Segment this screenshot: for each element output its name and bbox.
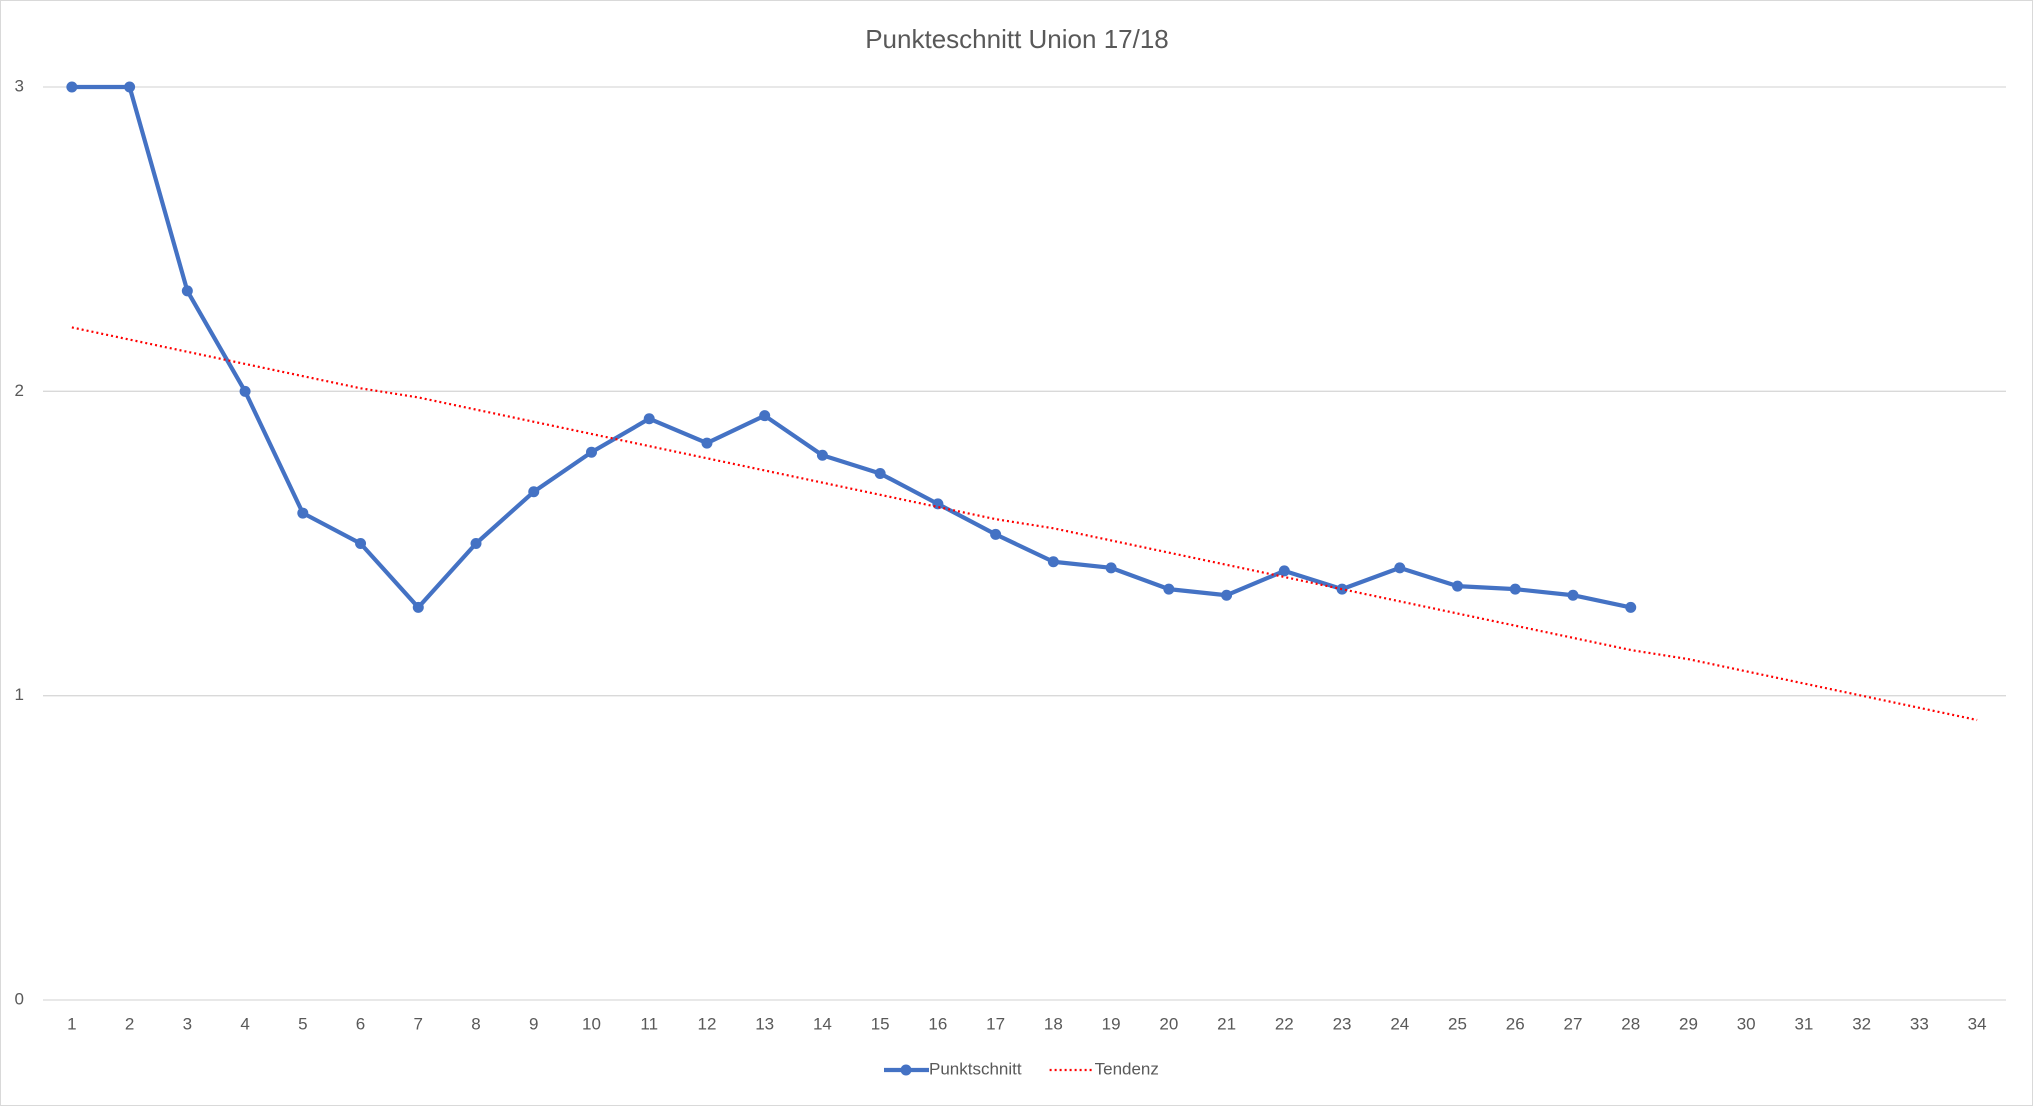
data-point	[816, 449, 828, 461]
x-tick-label: 27	[1564, 1014, 1583, 1033]
x-tick-label: 21	[1217, 1014, 1236, 1033]
x-tick-label: 29	[1679, 1014, 1698, 1033]
x-tick-label: 17	[986, 1014, 1005, 1033]
data-point	[1567, 589, 1579, 601]
x-tick-label: 9	[529, 1014, 538, 1033]
data-point	[990, 528, 1002, 540]
x-tick-label: 6	[356, 1014, 365, 1033]
data-point	[1278, 565, 1290, 577]
x-tick-label: 18	[1044, 1014, 1063, 1033]
data-point	[701, 437, 713, 449]
legend-label: Punktschnitt	[929, 1059, 1022, 1078]
data-point	[585, 446, 597, 458]
trend-line	[71, 326, 1978, 722]
x-tick-label: 13	[755, 1014, 774, 1033]
x-tick-label: 28	[1621, 1014, 1640, 1033]
chart-title: Punkteschnitt Union 17/18	[865, 24, 1169, 54]
x-tick-label: 22	[1275, 1014, 1294, 1033]
x-tick-label: 26	[1506, 1014, 1525, 1033]
data-point	[528, 486, 540, 498]
x-tick-label: 2	[125, 1014, 134, 1033]
x-tick-label: 25	[1448, 1014, 1467, 1033]
x-tick-label: 1	[67, 1014, 76, 1033]
x-tick-label: 20	[1159, 1014, 1178, 1033]
y-tick-label: 1	[15, 685, 24, 704]
x-tick-label: 5	[298, 1014, 307, 1033]
data-point	[355, 538, 367, 549]
x-tick-label: 31	[1794, 1014, 1813, 1033]
data-point	[1163, 583, 1175, 595]
data-point	[932, 498, 944, 510]
x-tick-label: 3	[183, 1014, 192, 1033]
data-point	[874, 468, 886, 480]
data-point	[297, 507, 309, 519]
data-point	[1105, 562, 1117, 574]
x-tick-label: 24	[1390, 1014, 1409, 1033]
x-tick-label: 34	[1968, 1014, 1987, 1033]
y-tick-label: 0	[15, 989, 24, 1008]
x-tick-label: 23	[1333, 1014, 1352, 1033]
x-tick-label: 8	[471, 1014, 480, 1033]
data-point	[239, 385, 251, 397]
data-point	[1509, 583, 1521, 595]
data-point	[1452, 580, 1464, 592]
data-point	[1394, 562, 1406, 574]
data-point	[66, 81, 78, 93]
x-tick-label: 16	[928, 1014, 947, 1033]
data-point	[412, 601, 424, 613]
x-tick-label: 12	[697, 1014, 716, 1033]
x-tick-label: 30	[1737, 1014, 1756, 1033]
data-point	[643, 413, 655, 425]
x-tick-label: 7	[414, 1014, 423, 1033]
x-tick-label: 19	[1102, 1014, 1121, 1033]
x-tick-label: 4	[240, 1014, 249, 1033]
x-tick-label: 15	[871, 1014, 890, 1033]
x-tick-label: 14	[813, 1014, 832, 1033]
y-tick-label: 3	[15, 76, 24, 95]
data-point	[470, 538, 482, 549]
data-point	[759, 410, 771, 422]
data-point	[1221, 589, 1233, 601]
data-point	[1625, 601, 1637, 613]
x-tick-label: 10	[582, 1014, 601, 1033]
legend-label: Tendenz	[1095, 1059, 1159, 1078]
x-tick-label: 11	[640, 1014, 658, 1033]
x-tick-label: 33	[1910, 1014, 1929, 1033]
legend-marker	[900, 1064, 912, 1076]
data-point	[1047, 556, 1059, 568]
y-tick-label: 2	[15, 381, 24, 400]
series-line	[71, 84, 1632, 610]
x-tick-label: 32	[1852, 1014, 1871, 1033]
data-point	[181, 285, 193, 297]
data-point	[124, 81, 136, 93]
